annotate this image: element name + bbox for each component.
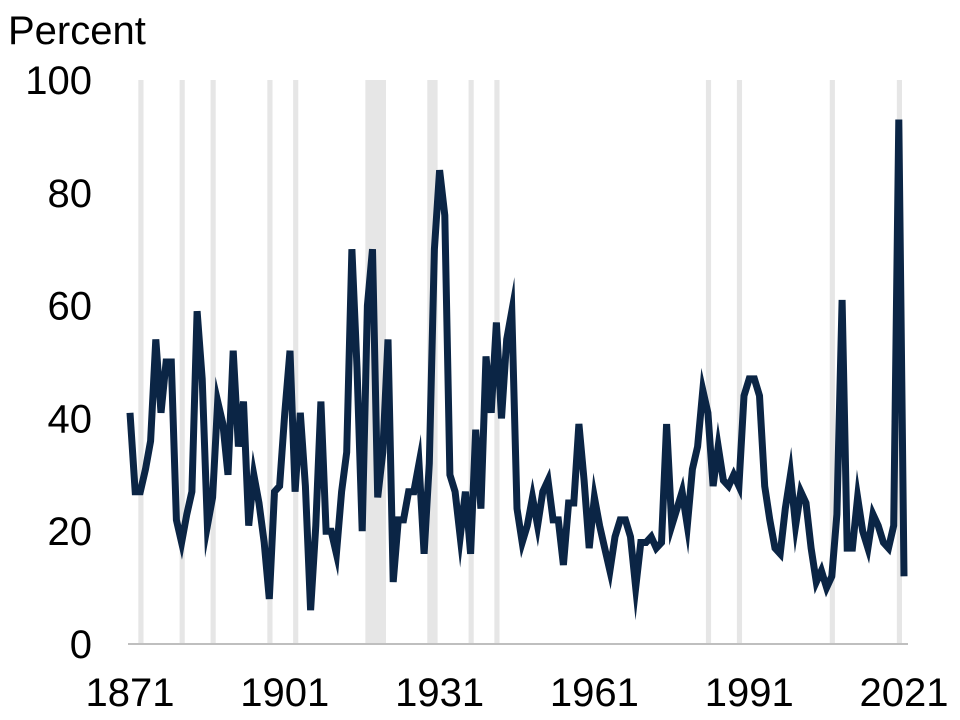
y-axis-label: Percent [8,9,146,53]
y-tick-label: 60 [48,285,93,329]
y-tick-label: 80 [48,172,93,216]
shaded-period-0 [138,80,144,644]
shaded-period-9 [705,80,712,644]
shaded-period-3 [267,80,273,644]
shaded-periods [138,80,902,644]
y-tick-label: 0 [70,623,92,667]
shaded-period-7 [468,80,474,644]
x-tick-label: 1961 [550,671,639,715]
shaded-period-1 [179,80,185,644]
x-tick-label: 2021 [860,671,949,715]
shaded-period-11 [829,80,835,644]
shaded-period-10 [736,80,743,644]
y-tick-label: 40 [48,397,93,441]
x-tick-label: 1931 [395,671,484,715]
x-axis-ticks: 1871 1901 1931 1961 1991 2021 [86,671,949,715]
x-tick-label: 1871 [86,671,175,715]
y-tick-label: 100 [25,59,92,103]
y-axis-ticks: 0 20 40 60 80 100 [25,59,92,667]
x-tick-label: 1901 [240,671,329,715]
shaded-period-2 [210,80,216,644]
y-tick-label: 20 [48,510,93,554]
x-tick-label: 1991 [705,671,794,715]
series-line [126,119,908,621]
shaded-period-4 [293,80,299,644]
